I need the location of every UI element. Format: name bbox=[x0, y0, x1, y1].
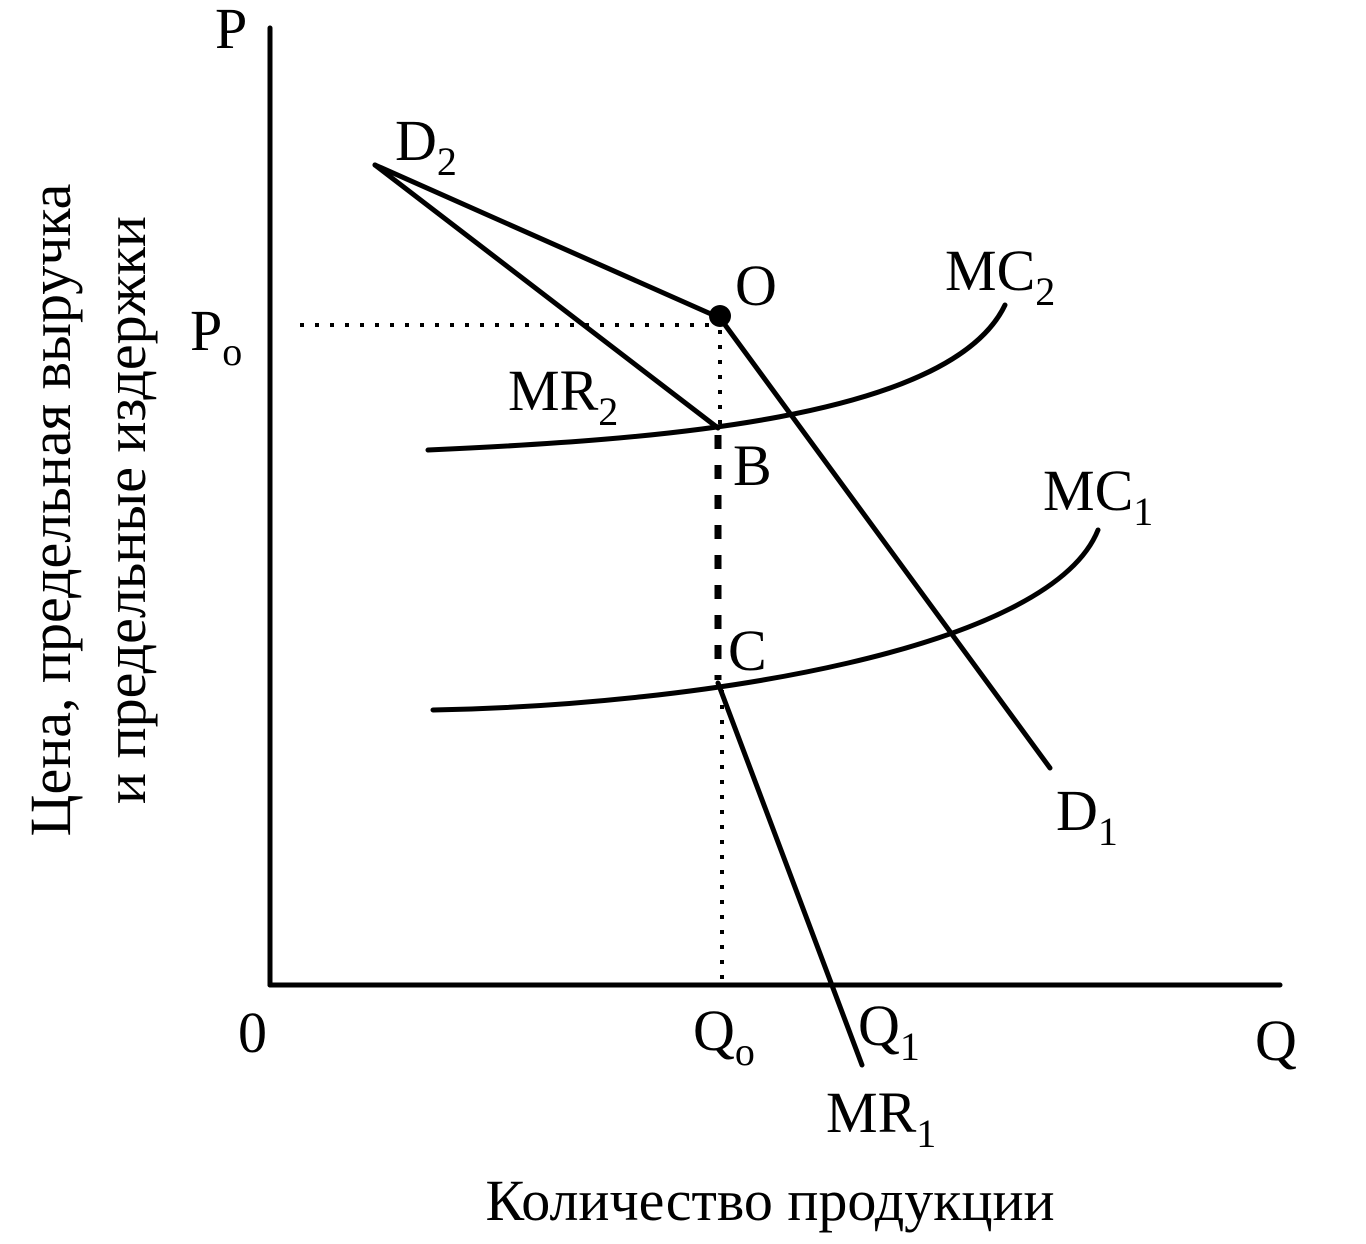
label-sub: o bbox=[735, 1029, 755, 1074]
label-main: MR bbox=[508, 358, 599, 423]
label-main: D bbox=[1056, 778, 1098, 843]
x-axis-label: Q bbox=[1255, 1008, 1297, 1073]
curve-label: MC1 bbox=[1043, 458, 1153, 534]
curve-label: MR2 bbox=[508, 358, 618, 434]
label-main: MC bbox=[945, 238, 1035, 303]
label-main: P bbox=[190, 298, 222, 363]
label-sub: 1 bbox=[1133, 489, 1153, 534]
d1-curve bbox=[717, 315, 1053, 771]
label-main: Q bbox=[693, 998, 735, 1063]
x-title: Количество продукции bbox=[485, 1168, 1054, 1233]
y-title: и предельные издержки bbox=[93, 216, 158, 804]
curve-label: D2 bbox=[395, 108, 457, 184]
curve-label: D1 bbox=[1056, 778, 1118, 854]
label-sub: 1 bbox=[1098, 809, 1118, 854]
point-label: C bbox=[728, 618, 767, 683]
label-sub: 2 bbox=[1035, 269, 1055, 314]
label-sub: o bbox=[222, 329, 242, 374]
curve-label: MC2 bbox=[945, 238, 1055, 314]
y-title: Цена, предельная выручка bbox=[18, 184, 83, 837]
label-main: D bbox=[395, 108, 437, 173]
y-axis-label: P bbox=[215, 0, 247, 61]
point-label: B bbox=[733, 433, 772, 498]
mr1-curve bbox=[715, 680, 865, 1068]
x-point-label: Qo bbox=[693, 998, 755, 1074]
label-sub: 2 bbox=[437, 139, 457, 184]
kink-point bbox=[709, 305, 731, 327]
label-main: MC bbox=[1043, 458, 1133, 523]
curve-label: MR1 bbox=[826, 1080, 936, 1156]
mc2-curve bbox=[425, 302, 1008, 453]
mr2-curve bbox=[372, 162, 721, 431]
origin-label: 0 bbox=[238, 1000, 267, 1065]
label-sub: 1 bbox=[900, 1024, 920, 1069]
curve-label: Po bbox=[190, 298, 242, 374]
label-sub: 1 bbox=[916, 1111, 936, 1156]
mc1-curve bbox=[430, 527, 1101, 713]
label-main: MR bbox=[826, 1080, 917, 1145]
d2-curve bbox=[372, 162, 723, 321]
label-main: Q bbox=[858, 993, 900, 1058]
x-point-label: Q1 bbox=[858, 993, 920, 1069]
label-sub: 2 bbox=[598, 389, 618, 434]
point-label: O bbox=[735, 253, 777, 318]
